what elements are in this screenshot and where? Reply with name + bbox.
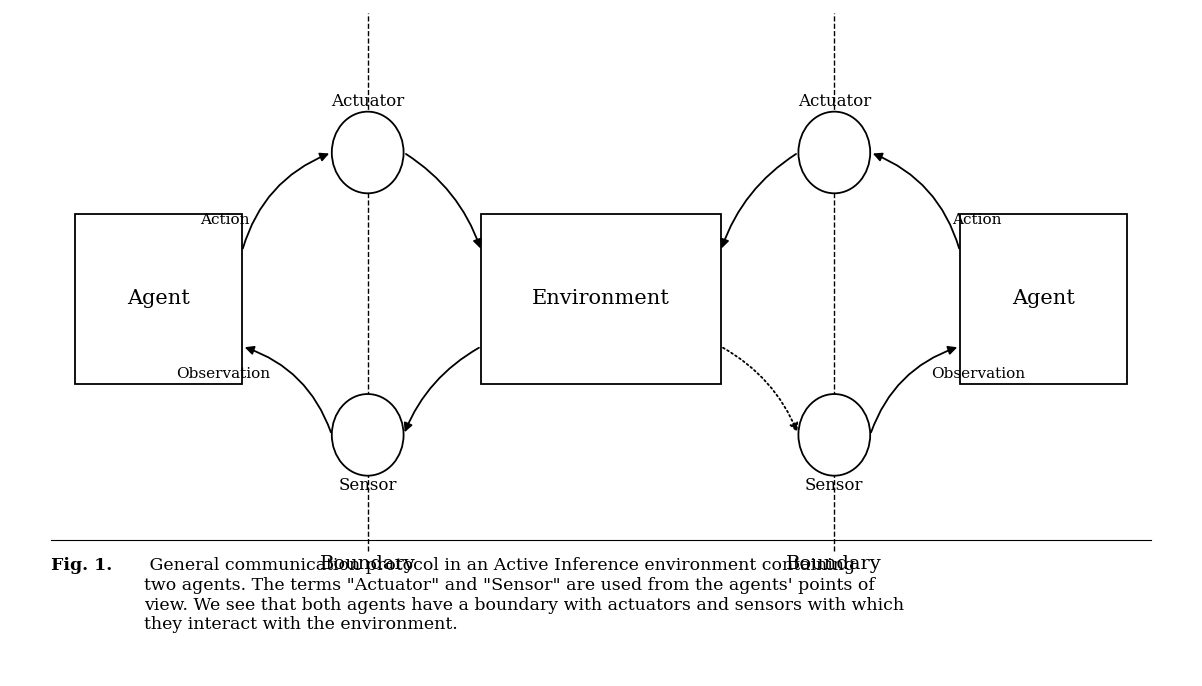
Ellipse shape xyxy=(798,112,870,193)
FancyBboxPatch shape xyxy=(481,214,721,384)
Text: Agent: Agent xyxy=(127,289,190,308)
Text: Boundary: Boundary xyxy=(320,555,416,573)
Text: Boundary: Boundary xyxy=(786,555,882,573)
Text: Actuator: Actuator xyxy=(798,93,871,110)
Ellipse shape xyxy=(798,394,870,475)
Ellipse shape xyxy=(332,394,404,475)
Text: Environment: Environment xyxy=(532,289,670,308)
FancyBboxPatch shape xyxy=(75,214,242,384)
Ellipse shape xyxy=(332,112,404,193)
Text: Sensor: Sensor xyxy=(805,477,863,495)
Text: Agent: Agent xyxy=(1012,289,1075,308)
Text: Action: Action xyxy=(201,213,250,227)
Text: Observation: Observation xyxy=(932,367,1025,381)
Text: Actuator: Actuator xyxy=(331,93,404,110)
Text: Action: Action xyxy=(952,213,1001,227)
Text: General communication protocol in an Active Inference environment containing
two: General communication protocol in an Act… xyxy=(144,557,904,633)
Text: Observation: Observation xyxy=(177,367,270,381)
Text: Sensor: Sensor xyxy=(339,477,397,495)
Text: Fig. 1.: Fig. 1. xyxy=(50,557,112,574)
FancyBboxPatch shape xyxy=(960,214,1127,384)
